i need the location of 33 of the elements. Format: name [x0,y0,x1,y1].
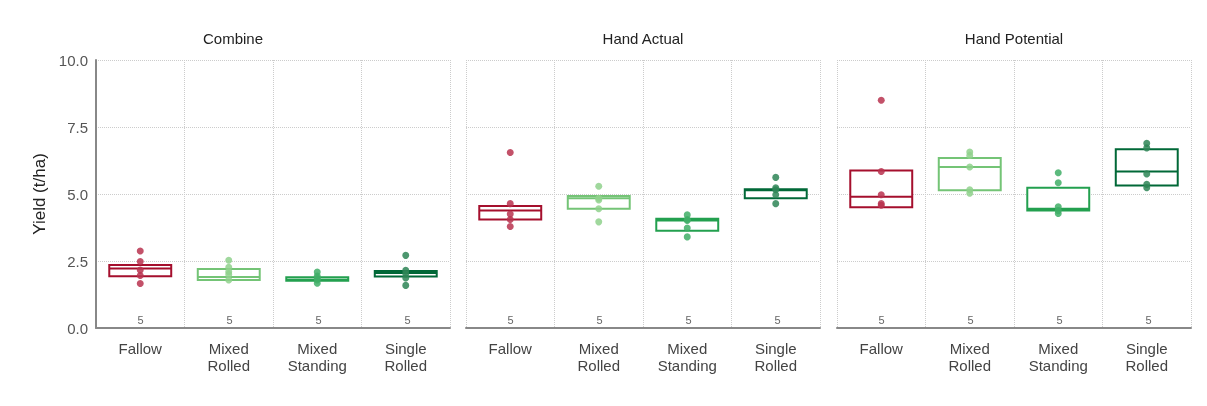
annotation: 5 [966,313,974,326]
x-tick-label: Mixed Rolled [207,340,251,374]
annotation: 5 [137,313,144,326]
x-tick-label: Mixed Standing [1028,340,1088,374]
annotation: 5 [685,313,692,326]
annotation: 5 [596,313,603,326]
x-tick-label: Fallow [488,340,533,357]
y-tick-label: 0.0 [67,319,88,337]
annotation: 5 [507,313,514,326]
x-tick-label: Fallow [118,340,163,357]
chart-title: Hand Actual [602,30,684,47]
y-tick-label: 5.0 [67,185,88,203]
x-tick-label: Mixed Rolled [577,340,621,374]
y-axis-title: Yield (t/ha) [29,153,49,235]
x-tick-label: Single Rolled [754,340,798,374]
x-tick-label: Fallow [859,340,903,357]
x-tick-label: Mixed Standing [287,340,347,374]
annotation: 5 [1144,313,1152,326]
y-tick-label: 7.5 [67,118,88,136]
y-tick-label: 2.5 [67,252,88,270]
annotation: 5 [226,313,233,326]
x-tick-label: Single Rolled [1125,340,1168,374]
x-tick-label: Mixed Rolled [948,340,991,374]
x-tick-label: Single Rolled [384,340,428,374]
annotation: 5 [404,313,411,326]
chart-title: Hand Potential [964,30,1063,47]
annotation: 5 [315,313,322,326]
x-tick-label: Mixed Standing [657,340,717,374]
annotation: 5 [774,313,781,326]
y-tick-label: 10.0 [58,51,88,69]
annotation: 5 [1055,313,1063,326]
annotation: 5 [877,313,885,326]
chart-title: Combine [202,30,264,47]
